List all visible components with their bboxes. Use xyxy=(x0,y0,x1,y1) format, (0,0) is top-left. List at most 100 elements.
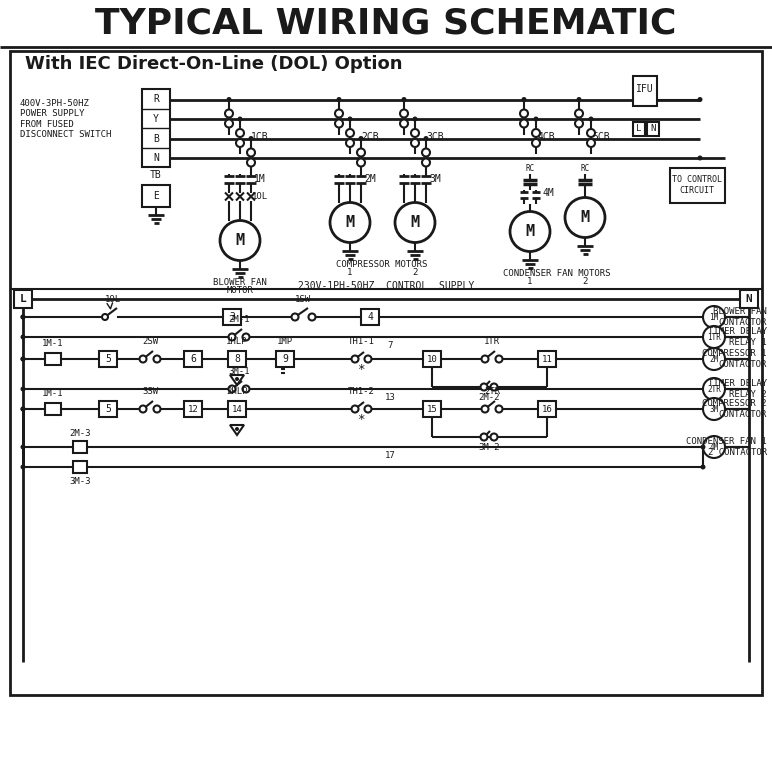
Text: 17: 17 xyxy=(384,451,395,460)
Bar xyxy=(423,351,441,367)
Text: 10: 10 xyxy=(427,354,438,363)
Bar xyxy=(184,401,202,417)
Bar xyxy=(142,185,170,207)
Circle shape xyxy=(395,203,435,242)
Bar xyxy=(99,401,117,417)
Text: N: N xyxy=(153,153,159,163)
Text: TIMER DELAY
RELAY 1: TIMER DELAY RELAY 1 xyxy=(708,327,767,347)
Circle shape xyxy=(422,148,430,157)
Circle shape xyxy=(247,158,255,167)
Text: 2M-3: 2M-3 xyxy=(69,428,91,438)
Circle shape xyxy=(225,120,233,127)
Circle shape xyxy=(703,326,725,348)
Circle shape xyxy=(703,306,725,328)
Bar xyxy=(228,351,246,367)
Text: 1M: 1M xyxy=(254,173,266,183)
Bar xyxy=(45,403,61,415)
Circle shape xyxy=(21,357,25,362)
Circle shape xyxy=(510,211,550,251)
Circle shape xyxy=(242,334,249,341)
Text: IFU: IFU xyxy=(636,85,654,95)
Text: 2: 2 xyxy=(412,268,418,277)
Circle shape xyxy=(700,465,706,469)
Text: L: L xyxy=(19,294,26,304)
Bar xyxy=(633,76,657,105)
Circle shape xyxy=(412,117,418,122)
Circle shape xyxy=(703,378,725,400)
Text: 16: 16 xyxy=(542,404,553,413)
Circle shape xyxy=(249,136,253,141)
Text: 1MP: 1MP xyxy=(277,338,293,347)
Text: 1CB: 1CB xyxy=(251,132,269,142)
Bar xyxy=(538,351,556,367)
Circle shape xyxy=(422,158,430,167)
Text: 11: 11 xyxy=(542,354,553,363)
Circle shape xyxy=(337,97,341,102)
Text: 1HLP: 1HLP xyxy=(226,338,248,347)
Circle shape xyxy=(575,120,583,127)
Circle shape xyxy=(411,129,419,137)
Text: *: * xyxy=(357,413,364,425)
Circle shape xyxy=(703,436,725,458)
Text: 1TR: 1TR xyxy=(707,332,721,341)
Text: 2TR: 2TR xyxy=(707,385,721,394)
Circle shape xyxy=(346,139,354,147)
Circle shape xyxy=(533,117,539,122)
Text: TIMER DELAY
RELAY 2: TIMER DELAY RELAY 2 xyxy=(708,379,767,399)
Text: 8: 8 xyxy=(234,354,240,364)
Bar xyxy=(10,51,762,695)
Text: RC: RC xyxy=(526,164,535,173)
Text: 4M: 4M xyxy=(542,188,554,198)
Text: TB: TB xyxy=(150,170,162,180)
Text: M: M xyxy=(526,224,534,239)
Circle shape xyxy=(238,117,242,122)
Text: 6: 6 xyxy=(190,354,196,364)
Circle shape xyxy=(703,398,725,420)
Circle shape xyxy=(364,356,371,363)
Text: 5: 5 xyxy=(105,404,111,414)
Circle shape xyxy=(140,356,147,363)
Circle shape xyxy=(480,434,487,441)
Text: 12: 12 xyxy=(188,404,198,413)
Circle shape xyxy=(532,139,540,147)
Circle shape xyxy=(21,387,25,391)
Text: CONDENSER FAN MOTORS: CONDENSER FAN MOTORS xyxy=(503,269,611,278)
Circle shape xyxy=(400,110,408,117)
Text: 3M: 3M xyxy=(429,173,441,183)
Circle shape xyxy=(587,129,595,137)
Text: BLOWER FAN: BLOWER FAN xyxy=(213,278,267,287)
Text: 3M: 3M xyxy=(709,404,719,413)
Bar xyxy=(423,401,441,417)
Circle shape xyxy=(347,117,353,122)
Circle shape xyxy=(21,314,25,319)
Text: 2TR: 2TR xyxy=(484,388,500,397)
Text: 400V-3PH-50HZ
POWER SUPPLY
FROM FUSED
DISCONNECT SWITCH: 400V-3PH-50HZ POWER SUPPLY FROM FUSED DI… xyxy=(20,99,111,139)
Circle shape xyxy=(247,148,255,157)
Bar xyxy=(14,290,32,308)
Circle shape xyxy=(236,129,244,137)
Text: COMPRESSOR 1
CONTACTOR: COMPRESSOR 1 CONTACTOR xyxy=(703,349,767,369)
Circle shape xyxy=(346,129,354,137)
Text: L: L xyxy=(636,124,642,133)
Circle shape xyxy=(703,348,725,370)
Circle shape xyxy=(522,97,527,102)
Bar xyxy=(73,461,87,473)
Text: 2M: 2M xyxy=(709,354,719,363)
Circle shape xyxy=(496,406,503,413)
Circle shape xyxy=(292,313,299,320)
Text: Y: Y xyxy=(153,114,159,124)
Text: 9: 9 xyxy=(282,354,288,364)
Text: CONDENSER FAN 1
2 CONTACTOR: CONDENSER FAN 1 2 CONTACTOR xyxy=(686,438,767,456)
Text: 3CB: 3CB xyxy=(426,132,444,142)
Text: E: E xyxy=(153,191,159,201)
Text: 2SW: 2SW xyxy=(142,338,158,347)
Circle shape xyxy=(358,136,364,141)
Circle shape xyxy=(102,314,108,320)
Circle shape xyxy=(229,334,235,341)
Circle shape xyxy=(575,110,583,117)
Text: 5: 5 xyxy=(105,354,111,364)
Bar xyxy=(633,122,645,136)
Text: 4CB: 4CB xyxy=(537,132,555,142)
Text: 3SW: 3SW xyxy=(142,388,158,397)
Circle shape xyxy=(411,139,419,147)
